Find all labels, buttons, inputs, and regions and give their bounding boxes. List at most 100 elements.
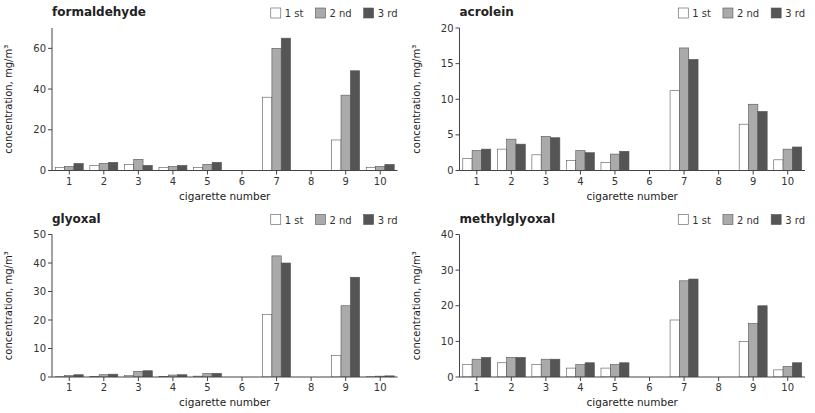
bar [350,277,359,377]
bar [341,306,350,377]
legend-item: 3 rd [364,215,398,226]
bar [620,363,629,377]
bar [385,164,394,170]
y-axis [459,235,460,378]
y-tick-label: 30 [441,265,454,276]
x-tick [684,377,685,381]
bar [739,341,748,377]
x-tick-label: 5 [612,382,618,393]
legend-swatch [364,215,374,225]
bar [263,314,272,377]
x-tick [380,377,381,381]
bars [55,38,394,170]
bar [532,365,541,377]
bar [507,357,516,377]
bar [758,111,767,170]
panel: acrolein0510152012345678910cigarette num… [411,5,806,202]
y-tick [456,134,460,135]
bar [350,71,359,171]
chart-title: acrolein [460,5,514,19]
bar [551,359,560,377]
bar [620,151,629,170]
legend-item: 2 nd [315,8,351,19]
legend: 1 st2 nd3 rd [678,8,805,19]
y-tick-label: 0 [447,165,453,176]
chart-title: methylglyoxal [460,212,556,226]
x-tick-label: 3 [135,176,141,187]
y-tick [48,377,52,378]
bar [281,263,290,377]
x-tick [545,171,546,175]
x-tick [718,171,719,175]
bar [212,373,221,377]
bar [585,363,594,377]
x-tick [138,377,139,381]
y-tick-label: 30 [33,286,46,297]
y-axis-label: concentration, mg/m³ [3,251,14,360]
x-tick-label: 9 [342,176,348,187]
y-axis-label: concentration, mg/m³ [3,45,14,154]
y-tick [48,320,52,321]
bar [541,136,550,170]
bar [516,144,525,170]
bar [481,357,490,377]
bar [566,161,575,171]
bar [689,279,698,377]
legend-label: 2 nd [329,8,351,19]
bar [74,163,83,170]
y-tick-label: 20 [441,23,454,34]
x-tick-label: 10 [374,176,387,187]
panel: methylglyoxal01020304012345678910cigaret… [411,212,806,409]
legend-label: 1 st [285,215,304,226]
x-tick-label: 8 [308,382,314,393]
x-tick [311,377,312,381]
x-tick-label: 6 [646,176,652,187]
x-tick-label: 5 [204,176,210,187]
x-tick-label: 1 [474,176,480,187]
x-tick [276,377,277,381]
x-tick [580,377,581,381]
bar [124,164,133,170]
bar [281,38,290,170]
legend-label: 1 st [285,8,304,19]
x-tick-label: 9 [750,176,756,187]
bar [272,256,281,377]
bar [551,138,560,171]
bar [472,151,481,171]
legend-swatch [771,8,781,18]
chart-title: formaldehyde [52,5,146,19]
legend-label: 2 nd [737,215,759,226]
x-tick [787,377,788,381]
bar [143,371,152,377]
legend-item: 2 nd [723,215,759,226]
legend-item: 1 st [271,215,304,226]
y-tick-label: 50 [33,229,46,240]
x-tick-label: 2 [508,382,514,393]
bar [376,166,385,170]
bar [792,147,801,171]
bar [749,324,758,377]
y-tick [48,129,52,130]
bars [463,48,802,171]
x-tick [103,377,104,381]
x-tick [753,171,754,175]
x-tick [138,171,139,175]
bar [143,165,152,170]
bars [55,256,394,377]
bar [679,281,688,377]
legend-item: 2 nd [315,215,351,226]
x-tick-label: 5 [612,176,618,187]
y-tick [456,170,460,171]
x-tick [345,171,346,175]
legend: 1 st2 nd3 rd [271,8,398,19]
x-tick [207,171,208,175]
legend-label: 3 rd [378,215,398,226]
bar [516,357,525,377]
y-tick [48,170,52,171]
legend: 1 st2 nd3 rd [678,215,805,226]
legend-swatch [723,215,733,225]
x-tick [476,171,477,175]
bar [332,140,341,171]
y-axis-label: concentration, mg/m³ [411,45,422,154]
bar [134,371,143,377]
